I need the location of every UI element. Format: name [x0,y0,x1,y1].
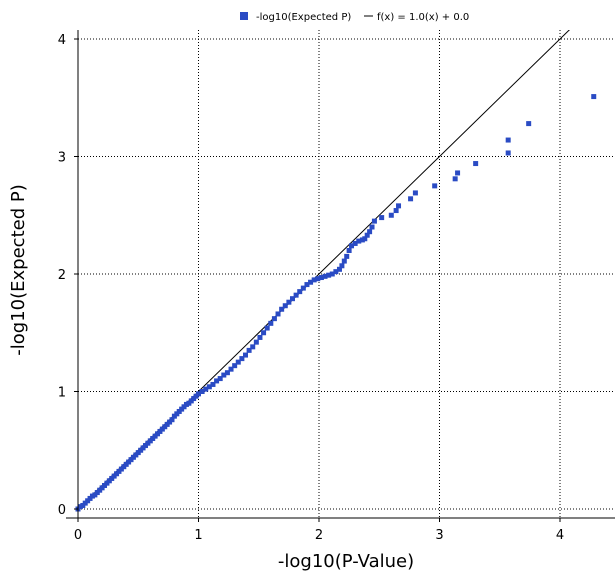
data-point-85 [322,273,328,279]
data-point-72 [275,311,281,317]
data-point-92 [344,253,350,259]
data-point-60 [232,363,238,369]
y-tick-label-2: 2 [58,268,66,283]
data-point-53 [206,384,212,390]
data-point-61 [235,359,241,365]
data-point-62 [239,356,245,362]
data-point-98 [362,236,368,242]
data-point-51 [199,389,205,394]
data-point-103 [379,215,385,221]
data-point-94 [349,243,355,249]
x-axis-title: -log10(P-Value) [278,551,414,572]
x-tick-labels: 0 1 2 3 4 [74,518,564,543]
data-point-50 [196,391,201,397]
data-point-73 [279,306,285,312]
data-point-110 [452,176,458,182]
y-tick-labels: 0 1 2 3 4 [58,33,78,518]
y-tick-label-0: 0 [58,503,66,518]
data-point-100 [367,229,373,235]
data-point-79 [300,285,306,291]
data-point-115 [526,121,532,127]
data-point-75 [286,299,292,305]
data-point-70 [268,320,274,326]
y-axis-title: -log10(Expected P) [8,184,29,355]
data-point-87 [329,271,335,277]
data-point-69 [264,325,270,331]
data-point-55 [214,378,220,384]
y-tick-label-3: 3 [58,151,66,166]
data-point-78 [297,289,303,295]
data-point-95 [352,240,358,246]
data-point-84 [318,275,324,281]
data-point-109 [432,183,438,189]
data-point-56 [217,376,223,382]
legend: -log10(Expected P) f(x) = 1.0(x) + 0.0 [240,12,469,23]
x-tick-label-3: 3 [435,528,443,543]
data-point-107 [408,196,414,202]
y-tick-label-1: 1 [58,386,66,401]
data-point-67 [257,334,263,340]
data-point-101 [369,224,375,230]
data-point-113 [505,150,511,156]
data-point-57 [221,372,227,378]
data-point-68 [261,330,267,336]
x-tick-label-4: 4 [556,528,564,543]
data-point-104 [388,212,394,218]
data-point-54 [210,381,216,387]
data-point-91 [341,258,347,264]
data-point-99 [364,232,370,238]
data-point-80 [304,282,310,288]
data-point-59 [228,366,234,372]
data-point-86 [326,272,332,278]
y-tick-label-4: 4 [58,33,66,48]
data-point-112 [473,161,479,167]
data-point-65 [250,344,256,350]
data-point-116 [591,94,597,100]
data-point-76 [289,296,295,302]
data-point-105 [393,208,399,214]
data-point-81 [308,279,314,285]
data-point-64 [246,347,252,353]
grid [78,30,615,518]
data-point-88 [333,269,339,275]
data-point-90 [339,263,345,269]
data-point-106 [396,203,402,209]
data-point-39 [169,417,175,423]
data-point-66 [253,339,259,345]
x-tick-label-0: 0 [74,528,82,543]
data-point-83 [315,276,321,282]
data-point-82 [311,277,317,283]
data-point-77 [293,292,299,298]
legend-series-label: -log10(Expected P) [256,12,351,23]
legend-line-label: f(x) = 1.0(x) + 0.0 [377,12,469,23]
data-point-111 [455,170,461,176]
data-point-58 [224,370,230,376]
data-point-114 [505,137,511,143]
data-point-63 [242,352,248,358]
data-point-93 [346,248,352,253]
x-tick-label-1: 1 [194,528,202,543]
scatter-points [75,94,597,512]
data-point-102 [371,218,377,224]
data-point-71 [271,316,277,322]
data-point-52 [203,386,209,392]
x-tick-label-2: 2 [315,528,323,543]
data-point-96 [356,238,362,244]
data-point-74 [282,303,288,309]
legend-series-marker [240,12,248,20]
data-point-108 [412,190,418,196]
data-point-89 [336,266,342,272]
